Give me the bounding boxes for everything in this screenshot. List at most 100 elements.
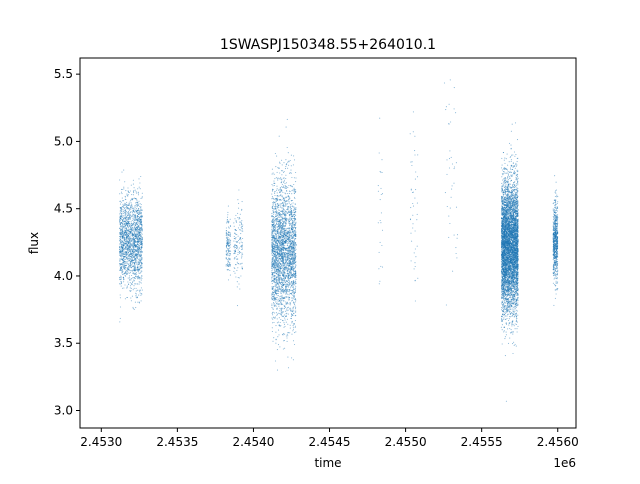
data-point: [134, 207, 136, 209]
data-point: [136, 276, 138, 278]
data-point: [289, 232, 291, 234]
data-point: [272, 210, 274, 212]
data-point: [140, 282, 142, 284]
data-point: [237, 235, 239, 237]
data-point: [274, 202, 276, 204]
data-point: [275, 278, 277, 280]
data-point: [135, 236, 137, 238]
data-point: [284, 319, 286, 321]
data-point: [141, 267, 143, 269]
data-point: [290, 262, 293, 264]
data-point: [275, 207, 277, 209]
data-point: [139, 229, 141, 231]
data-point: [290, 282, 292, 284]
data-point: [138, 204, 140, 206]
data-point: [129, 236, 132, 238]
data-point: [125, 275, 127, 277]
data-point: [289, 211, 291, 213]
data-point: [285, 293, 287, 295]
data-point: [233, 222, 235, 224]
data-point: [240, 257, 243, 259]
data-point: [140, 219, 142, 221]
data-point: [133, 250, 135, 252]
data-point: [276, 171, 278, 173]
data-point: [449, 222, 451, 225]
data-point: [128, 227, 130, 229]
data-point: [124, 242, 126, 244]
data-point: [124, 202, 126, 204]
data-point: [278, 310, 280, 312]
data-point: [289, 282, 291, 284]
data-point: [229, 265, 231, 268]
data-point: [135, 272, 137, 274]
data-point: [276, 299, 278, 301]
data-point: [379, 219, 381, 222]
data-point: [281, 228, 284, 230]
data-point: [135, 231, 137, 233]
data-point: [140, 294, 142, 296]
data-point: [282, 308, 284, 310]
data-point: [132, 245, 134, 247]
data-point: [448, 236, 450, 238]
data-point: [281, 294, 283, 296]
data-point: [136, 267, 138, 269]
data-point: [293, 242, 295, 244]
data-point: [273, 182, 275, 184]
data-point: [379, 117, 381, 119]
data-point: [286, 163, 288, 165]
data-point: [295, 221, 297, 223]
data-point: [279, 190, 281, 192]
data-point: [283, 271, 285, 273]
data-point: [414, 248, 416, 250]
data-point: [274, 288, 276, 290]
data-point: [281, 280, 283, 282]
data-point: [295, 171, 297, 174]
data-point: [292, 328, 294, 330]
data-point: [287, 210, 289, 212]
data-point: [136, 244, 138, 246]
data-point: [282, 235, 285, 237]
data-point: [124, 255, 126, 257]
data-point: [122, 215, 124, 217]
data-point: [280, 230, 282, 232]
data-point: [295, 283, 297, 285]
data-point: [126, 273, 128, 275]
data-cluster-3: [233, 189, 244, 307]
data-point: [273, 276, 275, 278]
data-point: [275, 241, 277, 244]
data-point: [290, 273, 292, 275]
data-point: [126, 249, 128, 251]
data-point: [127, 195, 129, 197]
data-point: [271, 190, 273, 192]
data-point: [225, 240, 228, 242]
data-point: [289, 271, 291, 273]
data-point: [132, 238, 134, 240]
data-point: [292, 247, 294, 249]
data-point: [276, 278, 278, 280]
data-point: [137, 265, 139, 267]
data-point: [273, 278, 275, 280]
data-point: [124, 238, 126, 240]
data-point: [140, 231, 142, 233]
data-point: [238, 238, 241, 240]
data-point: [227, 211, 229, 213]
data-point: [291, 237, 293, 239]
data-point: [283, 322, 285, 324]
data-point: [291, 333, 293, 335]
data-point: [275, 283, 277, 285]
data-point: [120, 268, 122, 270]
data-point: [290, 309, 292, 312]
data-point: [282, 196, 284, 199]
data-point: [281, 265, 283, 267]
data-point: [123, 263, 126, 265]
data-point: [130, 248, 132, 250]
data-point: [126, 232, 128, 234]
data-point: [287, 272, 289, 274]
data-point: [290, 265, 292, 267]
data-point: [129, 287, 131, 289]
data-point: [285, 292, 287, 294]
data-point: [136, 205, 138, 207]
data-point: [276, 258, 278, 260]
data-point: [279, 270, 281, 273]
